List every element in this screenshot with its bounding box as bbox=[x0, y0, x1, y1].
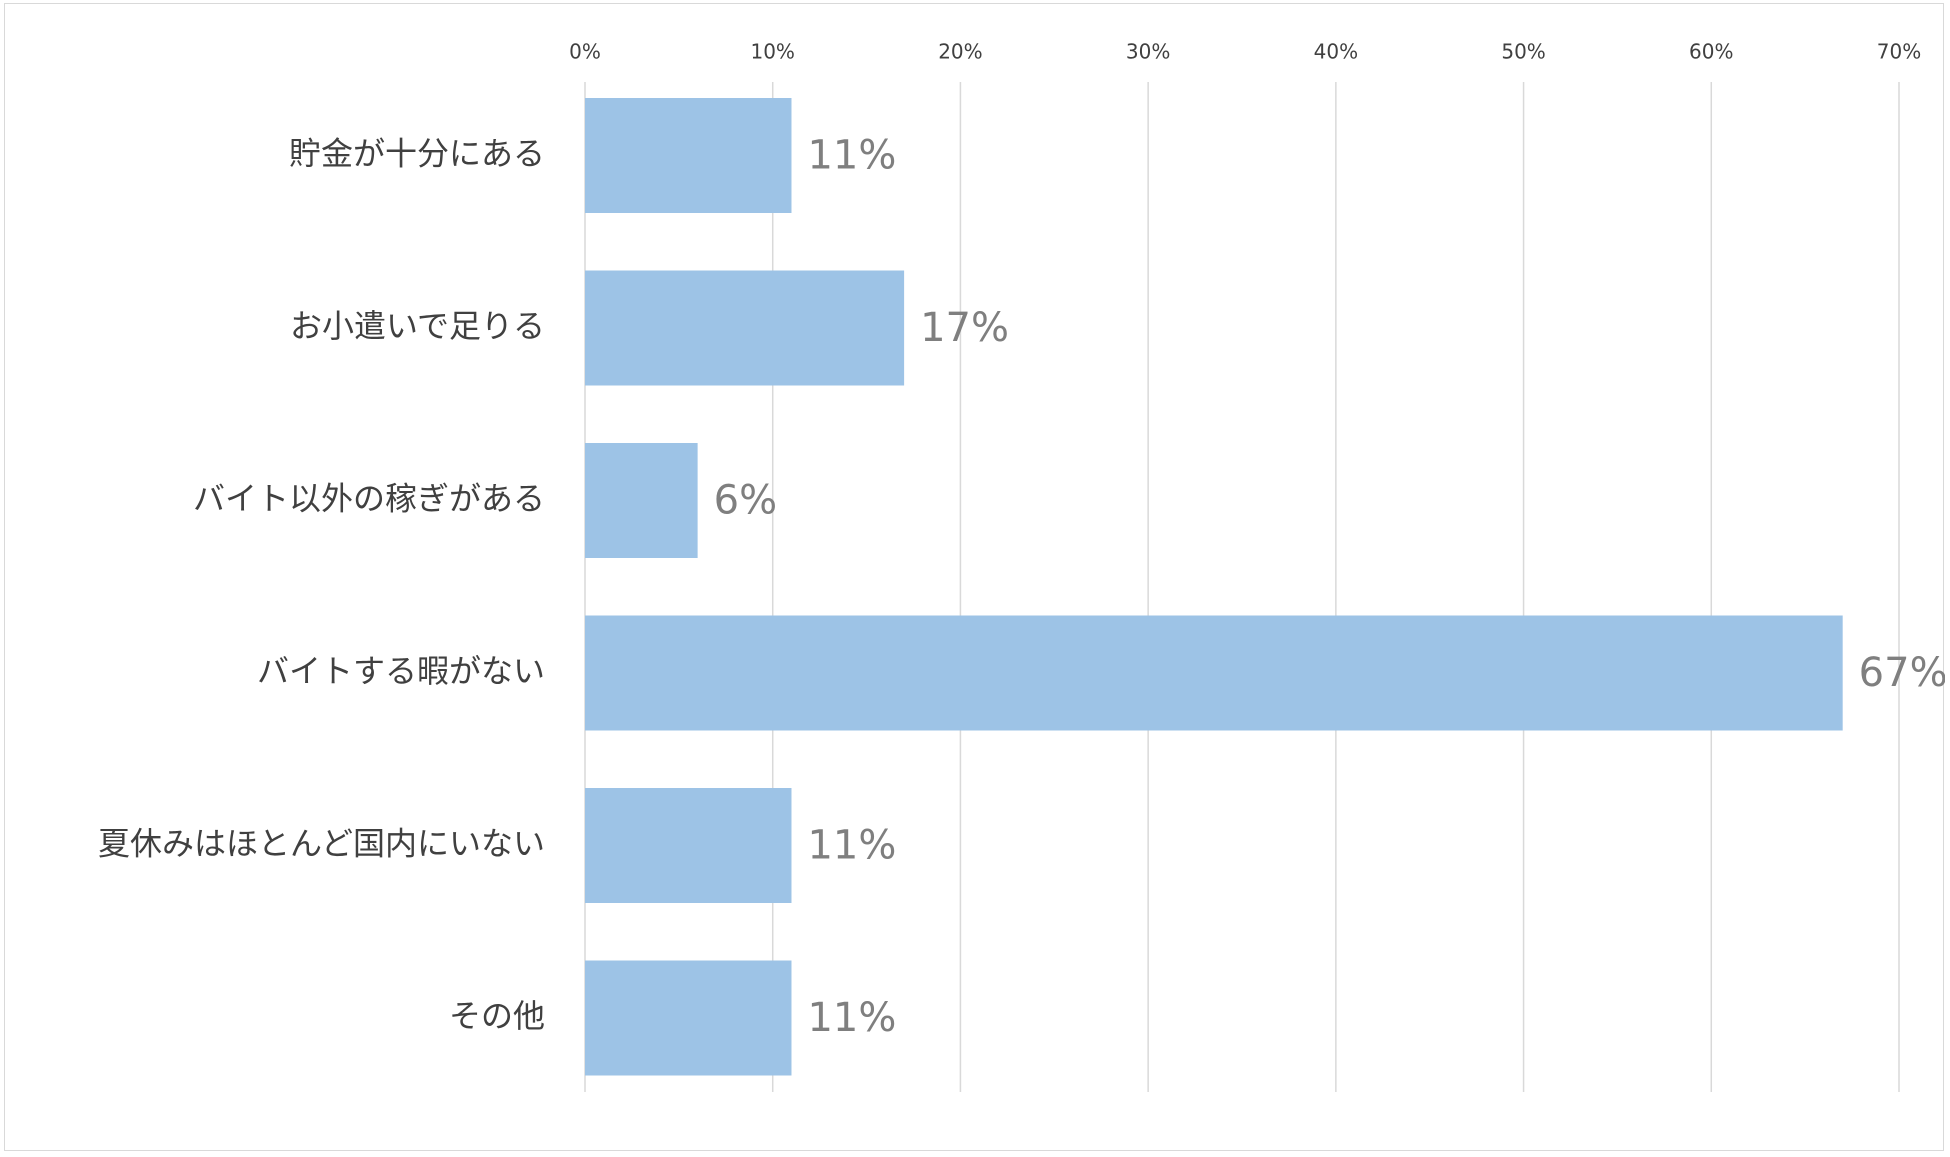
category-label: お小遣いで足りる bbox=[290, 307, 545, 345]
category-label: 貯金が十分にある bbox=[289, 135, 545, 173]
bar bbox=[585, 615, 1843, 731]
category-label: その他 bbox=[449, 997, 545, 1035]
data-label: 17% bbox=[920, 305, 1009, 351]
x-axis-tick-labels: 0% 10% 20% 30% 40% 50% 60% 70% bbox=[569, 40, 1921, 64]
bar bbox=[585, 788, 792, 903]
bars bbox=[585, 98, 1843, 1076]
data-label: 67% bbox=[1859, 650, 1945, 696]
x-tick-label: 50% bbox=[1501, 40, 1545, 64]
x-tick-label: 70% bbox=[1877, 40, 1921, 64]
x-tick-label: 40% bbox=[1314, 40, 1358, 64]
bar-chart: 0% 10% 20% 30% 40% 50% 60% 70% 貯金が十分にあるお小遣いで足りる… bbox=[98, 40, 1945, 1092]
x-tick-label: 0% bbox=[569, 40, 601, 64]
x-tick-label: 20% bbox=[938, 40, 982, 64]
category-labels: 貯金が十分にあるお小遣いで足りるバイト以外の稼ぎがあるバイトする暇がない夏休みは… bbox=[98, 135, 545, 1036]
bar bbox=[585, 98, 792, 213]
data-labels: 11% 17% 6% 67% 11% 11% bbox=[714, 133, 1945, 1042]
x-tick-label: 60% bbox=[1689, 40, 1733, 64]
bar bbox=[585, 443, 698, 558]
data-label: 11% bbox=[807, 133, 896, 179]
data-label: 11% bbox=[807, 995, 896, 1041]
x-tick-label: 30% bbox=[1126, 40, 1170, 64]
x-tick-label: 10% bbox=[750, 40, 794, 64]
category-label: バイト以外の稼ぎがある bbox=[193, 480, 545, 518]
chart-frame: 0% 10% 20% 30% 40% 50% 60% 70% 貯金が十分にある お小遣いで足りる… bbox=[4, 3, 1945, 1151]
bar bbox=[585, 960, 792, 1076]
category-label: 夏休みはほとんど国内にいない bbox=[98, 825, 545, 863]
bar bbox=[585, 270, 905, 386]
gridlines bbox=[584, 82, 1900, 1092]
category-label: バイトする暇がない bbox=[257, 652, 545, 690]
data-label: 11% bbox=[807, 823, 896, 869]
data-label: 6% bbox=[714, 478, 777, 524]
